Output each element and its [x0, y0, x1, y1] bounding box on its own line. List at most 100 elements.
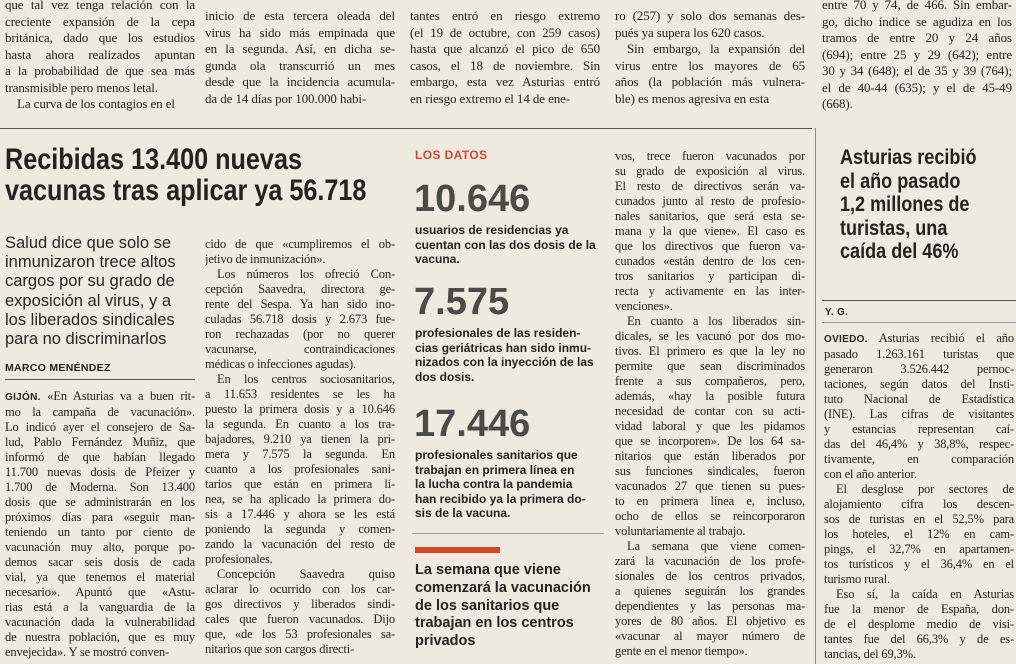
text-line: bajadores, 9.210 ya tienen la pri- [205, 432, 395, 446]
text-line: cunados junto al resto de profesio- [615, 194, 805, 208]
text-column: GIJÓN. «En Asturias va a buen rit-mo la … [5, 389, 195, 660]
text-line: de el desplome medio de visi- [824, 617, 1014, 631]
data-box-label: LOS DATOS [415, 148, 488, 162]
text-line: embargo, esta vez Asturias entró [410, 74, 600, 89]
text-line: alojamiento cifra los descen- [824, 497, 1014, 511]
text-line: tos turísticos y el 36,4% en el [824, 557, 1014, 571]
text-line: tuto Nacional de Estadística [824, 392, 1014, 406]
text-line: La semana que viene comen- [627, 539, 805, 553]
data-text-line: sis de la vacuna. [415, 506, 511, 521]
data-text-line: cias geriátricas han sido inmu- [415, 340, 592, 355]
data-text-line: han recibido ya la primera do- [415, 491, 586, 506]
text-line: sos de turistas en el 52,5% para [824, 512, 1014, 526]
text-line: y estancias representan caí- [824, 422, 1014, 436]
text-line: nales sanitarios, que será esta se- [615, 209, 805, 223]
text-line: generaron 3.526.442 pernoc- [824, 362, 1014, 376]
text-line: transmisible pero menos letal. [5, 79, 158, 95]
text-line: En cuanto a los liberados sin- [627, 314, 805, 328]
sidebar-rule [822, 322, 1016, 323]
text-line: tros sanitarios y participan di- [615, 269, 805, 283]
main-headline: Recibidas 13.400 nuevas vacunas tras apl… [5, 144, 366, 206]
text-line: cuanto a los profesionales sani- [205, 462, 395, 476]
data-text-line: la lucha contra la pandemia [415, 477, 573, 492]
text-line: vacunarse, contraindicaciones [205, 342, 395, 356]
text-line: a la probabilidad de que sea más [5, 63, 195, 78]
text-line: entre 70 y 74, de 466. Sin embar- [822, 0, 1012, 12]
data-text: usuarios de residencias ya cuentan con la… [415, 223, 596, 267]
headline-line: caída del 46% [840, 240, 959, 263]
text-line: virus ha sido más empinada que [205, 24, 395, 40]
text-line: das del 46,4% y 38,8%, respec- [824, 437, 1014, 451]
text-line: necesario». Apuntó que «Astu- [5, 585, 195, 599]
text-line: que los directivos que fueron va- [615, 239, 805, 253]
text-line: «vacunar al mayor número de [615, 629, 805, 643]
text-line: rente del Sespa. Ya han sido ino- [205, 297, 395, 311]
text-line: profesionales. [205, 552, 273, 566]
text-line: teniendo un tanto por ciento de [5, 525, 195, 539]
subhead-line: para no discriminarlos [5, 330, 167, 349]
text-line: lud, Pablo Fernández Muñiz, que [5, 435, 195, 449]
headline-line: Asturias recibió [840, 146, 977, 169]
text-line: cales que fueron vacunados. Dijo [205, 612, 395, 626]
text-line: cunados «están dentro de los cen- [615, 254, 805, 268]
text-line: zará la vacunación de los profe- [615, 554, 805, 568]
data-text-line: profesionales sanitarios que [415, 448, 578, 462]
text-line: británica, dado que los estudios [5, 30, 195, 45]
text-line: ro (257) y solo dos semanas des- [615, 8, 805, 23]
text-line: puesto la primera dosis y a 10.646 [205, 402, 395, 416]
text-line: (el 19 de octubre, con 259 casos) [410, 24, 600, 40]
text-line: necesidad de contar con su acti- [615, 404, 805, 418]
data-figure: 10.646 [414, 178, 531, 220]
text-line: informó de que habían llegado [5, 450, 195, 464]
text-line: permite que sean discriminados [615, 359, 805, 373]
column-rule [815, 128, 816, 664]
pullquote: La semana que viene comenzará la vacunaci… [415, 562, 591, 651]
text-line: 11.700 nuevas dosis de Pfeizer y [5, 465, 195, 479]
data-text-line: dos dosis. [415, 369, 475, 384]
data-text-line: trabajan en primera línea en [415, 462, 575, 477]
section-rule [0, 128, 812, 129]
text-line: venciones». [615, 299, 673, 313]
text-line: dependientes y las personas ma- [615, 599, 805, 613]
text-line: jetivo de inmunización». [205, 252, 326, 266]
text-line: que, «de los 53 profesionales sa- [205, 627, 395, 641]
text-line: además, «hay la posible futura [615, 389, 805, 403]
text-line: 30 y 34 (648); el de 35 y 39 (764); [822, 63, 1012, 78]
text-line: vacunación muy alto, porque po- [5, 540, 195, 554]
subhead-line: Salud dice que solo se [5, 234, 172, 252]
text-line: vidad laboral y que les pidamos [615, 419, 805, 433]
headline-line: Recibidas 13.400 nuevas [5, 143, 302, 176]
text-column: cido de que «cumpliremos el ob-jetivo de… [205, 237, 395, 657]
dateline: GIJÓN. [5, 392, 41, 403]
byline-rule [5, 379, 195, 380]
headline-line: 1,2 millones de [840, 193, 970, 216]
text-line: nitarios que son cargos directi- [205, 642, 355, 656]
text-line: sionales de los centros privados, [615, 569, 805, 583]
data-box-rule [412, 533, 604, 534]
data-figure: 17.446 [414, 403, 531, 445]
text-line: los hoteles, el 12% en cam- [824, 527, 1014, 541]
text-line: yores de 80 años. El objetivo es [615, 614, 805, 628]
text-line: cepción Saavedra, directora ge- [205, 282, 395, 296]
subhead: Salud dice que solo se inmunizaron trece … [5, 234, 176, 349]
text-line: zando la vacunación del resto de [205, 537, 395, 551]
text-column: ro (257) y solo dos semanas des-pués ya … [615, 8, 805, 107]
text-line: tancias, del 69,3%. [824, 647, 916, 661]
text-line: vial, ya que tenemos el material [5, 570, 195, 584]
text-line: gos directivos y liberados sindi- [205, 597, 395, 611]
text-line: de nuestra población, que es muy [5, 630, 195, 644]
headline-line: el año pasado [840, 169, 961, 193]
text-line: poniendo la segunda y comen- [205, 522, 395, 536]
text-line: tarios que están en primera lí- [205, 477, 395, 491]
pullquote-line: de los sanitarios que [415, 597, 560, 614]
text-line: pués ya supera los 620 casos. [615, 24, 765, 40]
text-line: La curva de los contagios en el [17, 96, 175, 111]
text-line: Eso sí, la caída en Asturias [836, 587, 1014, 601]
text-column: que tal vez tenga relación con la crecien… [5, 0, 195, 113]
text-line: «En Asturias va a buen rit- [40, 389, 195, 403]
data-text-line: nizados con la inyección de las [415, 355, 594, 370]
text-line: hasta que alcanzó el pico de 650 [410, 41, 600, 56]
pullquote-line: La semana que viene [415, 562, 561, 578]
text-line: sus funciones sindicales, fueron [615, 464, 805, 478]
text-line: 1.700 de Moderna. Son 13.400 [5, 480, 195, 494]
